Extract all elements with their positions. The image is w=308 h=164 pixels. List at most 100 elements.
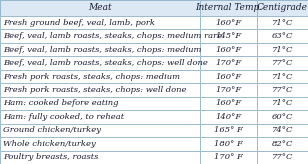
Text: Beef, veal, lamb roasts, steaks, chops: medium: Beef, veal, lamb roasts, steaks, chops: … — [3, 46, 201, 54]
Bar — [0, 56, 200, 70]
Bar — [0, 0, 200, 16]
Bar — [257, 16, 308, 30]
Bar — [257, 97, 308, 110]
Bar — [200, 97, 257, 110]
Bar — [200, 56, 257, 70]
Bar — [0, 137, 200, 151]
Bar — [200, 110, 257, 124]
Text: Ham: fully cooked, to reheat: Ham: fully cooked, to reheat — [3, 113, 124, 121]
Bar — [257, 124, 308, 137]
Bar — [257, 110, 308, 124]
Bar — [257, 56, 308, 70]
Bar — [0, 137, 200, 151]
Bar — [0, 16, 200, 30]
Bar — [0, 124, 200, 137]
Bar — [0, 83, 200, 97]
Bar — [257, 83, 308, 97]
Bar — [257, 110, 308, 124]
Text: 60°C: 60°C — [272, 113, 293, 121]
Bar — [0, 97, 200, 110]
Text: Beef, veal, lamb roasts, steaks, chops: well done: Beef, veal, lamb roasts, steaks, chops: … — [3, 59, 208, 67]
Bar — [0, 83, 200, 97]
Bar — [257, 30, 308, 43]
Bar — [257, 151, 308, 164]
Bar — [257, 137, 308, 151]
Bar — [257, 30, 308, 43]
Bar — [200, 43, 257, 56]
Text: Internal Temp.: Internal Temp. — [195, 3, 262, 12]
Bar — [257, 97, 308, 110]
Bar — [257, 137, 308, 151]
Bar — [257, 43, 308, 56]
Bar — [0, 0, 200, 16]
Text: 160°F: 160°F — [215, 99, 241, 107]
Bar — [200, 56, 257, 70]
Text: Meat: Meat — [88, 3, 112, 12]
Bar — [257, 0, 308, 16]
Bar — [200, 16, 257, 30]
Bar — [200, 43, 257, 56]
Bar — [257, 56, 308, 70]
Text: Fresh pork roasts, steaks, chops: well done: Fresh pork roasts, steaks, chops: well d… — [3, 86, 187, 94]
Bar — [200, 151, 257, 164]
Text: Fresh pork roasts, steaks, chops: medium: Fresh pork roasts, steaks, chops: medium — [3, 72, 180, 81]
Text: 74°C: 74°C — [272, 126, 293, 134]
Text: 160°F: 160°F — [215, 72, 241, 81]
Bar — [0, 97, 200, 110]
Text: Fresh ground beef, veal, lamb, pork: Fresh ground beef, veal, lamb, pork — [3, 19, 155, 27]
Bar — [200, 16, 257, 30]
Bar — [257, 0, 308, 16]
Text: 71°C: 71°C — [272, 72, 293, 81]
Bar — [0, 16, 200, 30]
Bar — [257, 151, 308, 164]
Bar — [0, 70, 200, 83]
Text: 71°C: 71°C — [272, 99, 293, 107]
Bar — [200, 110, 257, 124]
Text: 140°F: 140°F — [215, 113, 241, 121]
Bar — [200, 137, 257, 151]
Text: 82°C: 82°C — [272, 140, 293, 148]
Bar — [0, 30, 200, 43]
Bar — [200, 0, 257, 16]
Bar — [200, 137, 257, 151]
Text: Whole chicken/turkey: Whole chicken/turkey — [3, 140, 96, 148]
Bar — [0, 110, 200, 124]
Text: 170° F: 170° F — [214, 153, 243, 161]
Text: 77°C: 77°C — [272, 153, 293, 161]
Bar — [257, 70, 308, 83]
Text: 77°C: 77°C — [272, 59, 293, 67]
Bar — [257, 43, 308, 56]
Bar — [0, 70, 200, 83]
Text: 63°C: 63°C — [272, 32, 293, 40]
Bar — [200, 124, 257, 137]
Text: 71°C: 71°C — [272, 46, 293, 54]
Bar — [0, 30, 200, 43]
Bar — [200, 30, 257, 43]
Text: 170°F: 170°F — [215, 59, 241, 67]
Bar — [200, 97, 257, 110]
Text: 160°F: 160°F — [215, 46, 241, 54]
Text: 71°C: 71°C — [272, 19, 293, 27]
Text: Ground chicken/turkey: Ground chicken/turkey — [3, 126, 101, 134]
Text: Centigrade: Centigrade — [257, 3, 308, 12]
Bar — [200, 83, 257, 97]
Bar — [200, 0, 257, 16]
Bar — [257, 124, 308, 137]
Bar — [0, 124, 200, 137]
Bar — [0, 151, 200, 164]
Bar — [257, 83, 308, 97]
Text: 77°C: 77°C — [272, 86, 293, 94]
Bar — [0, 151, 200, 164]
Text: 165° F: 165° F — [214, 126, 243, 134]
Bar — [257, 16, 308, 30]
Text: 170°F: 170°F — [215, 86, 241, 94]
Bar — [200, 124, 257, 137]
Bar — [200, 83, 257, 97]
Text: Ham: cooked before eating: Ham: cooked before eating — [3, 99, 119, 107]
Bar — [0, 56, 200, 70]
Text: 180° F: 180° F — [214, 140, 243, 148]
Bar — [0, 110, 200, 124]
Bar — [257, 70, 308, 83]
Bar — [0, 43, 200, 56]
Text: Poultry breasts, roasts: Poultry breasts, roasts — [3, 153, 99, 161]
